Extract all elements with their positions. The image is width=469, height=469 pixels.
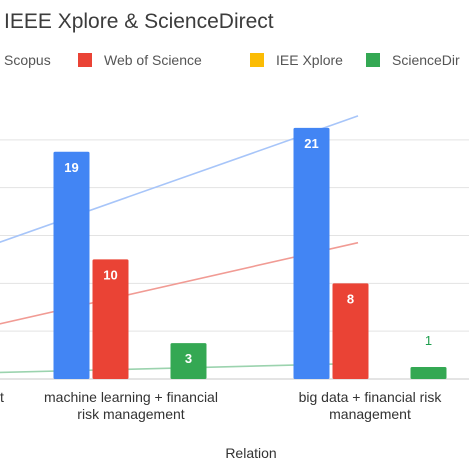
legend-label: IEE Xplore xyxy=(276,52,343,68)
x-axis-title: Relation xyxy=(225,445,276,461)
legend-label: ScienceDir xyxy=(392,52,460,68)
bar xyxy=(170,343,207,379)
x-tick-label: big data + financial risk xyxy=(299,389,443,405)
bar xyxy=(53,151,90,379)
data-label: 8 xyxy=(347,291,354,306)
x-tick-label: t xyxy=(0,389,4,405)
bar xyxy=(92,259,129,379)
bar xyxy=(332,283,369,379)
chart-title: IEEE Xplore & ScienceDirect xyxy=(4,10,274,33)
legend-label: Scopus xyxy=(4,52,51,68)
bars xyxy=(53,127,447,379)
legend-label: Web of Science xyxy=(104,52,202,68)
legend-swatch xyxy=(366,53,380,67)
legend-swatch xyxy=(250,53,264,67)
data-label: 21 xyxy=(304,136,318,151)
x-tick-label: management xyxy=(329,406,411,422)
data-label: 10 xyxy=(103,267,117,282)
x-tick-label: risk management xyxy=(77,406,184,422)
x-tick-label: machine learning + financial xyxy=(44,389,218,405)
legend-swatch xyxy=(78,53,92,67)
bar xyxy=(293,127,330,379)
data-labels: 19 10 3 21 8 1 xyxy=(64,136,432,366)
bar xyxy=(410,367,447,379)
legend: Scopus Web of Science IEE Xplore ScienceDir xyxy=(4,52,460,68)
data-label: 3 xyxy=(185,351,192,366)
data-label: 19 xyxy=(64,160,78,175)
data-label: 1 xyxy=(425,333,432,348)
